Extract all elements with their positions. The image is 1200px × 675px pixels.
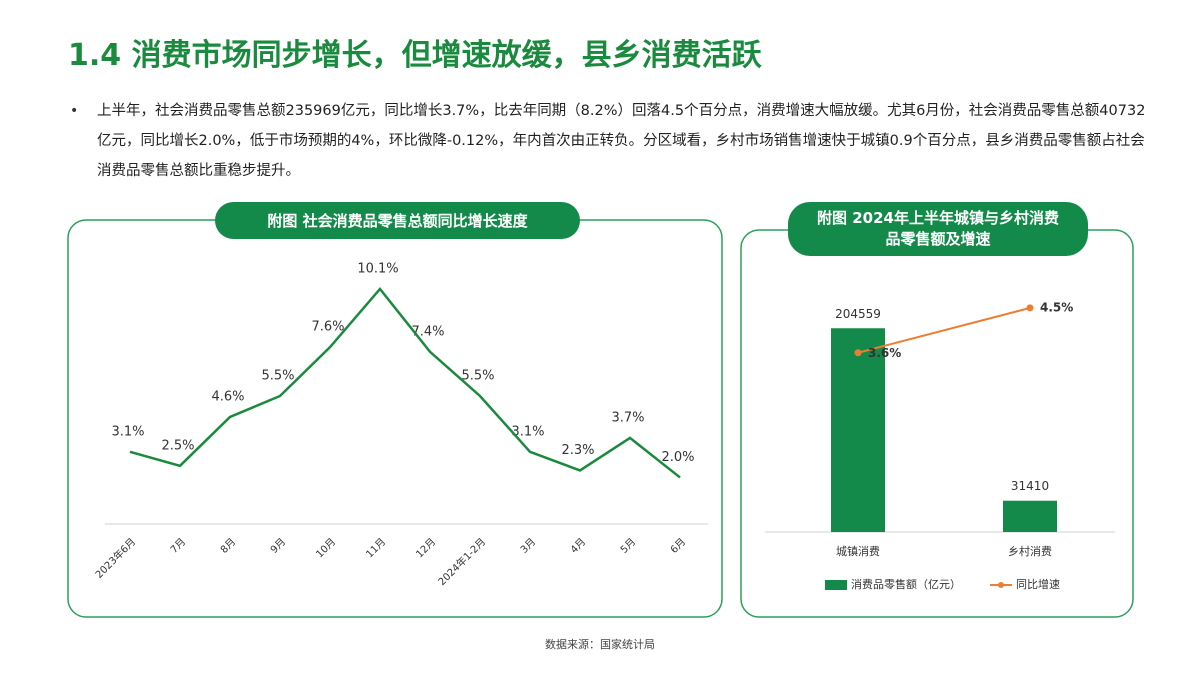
data-label: 4.6% (211, 389, 244, 404)
x-tick-label: 3月 (518, 536, 538, 556)
x-tick-label: 11月 (364, 536, 389, 561)
data-label: 2.0% (661, 450, 694, 465)
data-label: 5.5% (261, 369, 294, 384)
bullet-text: 上半年，社会消费品零售总额235969亿元，同比增长3.7%，比去年同期（8.2… (97, 103, 1146, 179)
panel (740, 229, 1134, 618)
source: 数据来源：国家统计局 (545, 638, 655, 651)
x-tick-label: 9月 (268, 536, 288, 556)
x-tick-label: 4月 (568, 536, 588, 556)
data-label: 10.1% (357, 261, 398, 276)
x-tick-label: 5月 (618, 536, 638, 556)
line (129, 286, 681, 479)
data-label: 7.4% (411, 324, 444, 339)
data-label: 2.5% (161, 438, 194, 453)
data-label: 2.3% (561, 443, 594, 458)
bar (1003, 500, 1057, 532)
x-tick-label: 2023年6月 (92, 535, 138, 581)
data-label: 4.5% (1040, 300, 1073, 314)
slide-title: 1.4 消费市场同步增长，但增速放缓，县乡消费活跃 (68, 38, 762, 73)
x-tick-label: 10月 (314, 536, 339, 561)
legend-label: 同比增速 (1016, 577, 1060, 591)
chart-title: 附图 2024年上半年城镇与乡村消费品零售额及增速 (788, 202, 1088, 256)
line (857, 306, 1031, 354)
x-tick-label: 6月 (668, 536, 688, 556)
line-marker (1026, 304, 1034, 312)
data-label: 3.1% (111, 424, 144, 439)
x-tick-label: 12月 (414, 536, 439, 561)
bullet-dot: • (70, 103, 79, 119)
x-tick-label: 2024年1-2月 (435, 535, 488, 588)
x-tick-label: 城镇消费 (836, 544, 880, 558)
data-label: 7.6% (311, 320, 344, 335)
bar (831, 328, 885, 532)
data-label: 3.7% (611, 410, 644, 425)
data-label: 3.6% (868, 346, 901, 360)
chart-title: 附图 社会消费品零售总额同比增长速度 (215, 202, 580, 239)
line-marker (854, 349, 862, 357)
legend-swatch (825, 580, 847, 590)
data-label: 31410 (1011, 479, 1049, 493)
data-label: 3.1% (511, 424, 544, 439)
legend-swatch (998, 582, 1004, 588)
x-tick-label: 7月 (168, 536, 188, 556)
x-tick-label: 8月 (218, 536, 238, 556)
legend-label: 消费品零售额（亿元） (851, 577, 961, 591)
data-label: 5.5% (461, 369, 494, 384)
data-label: 204559 (835, 307, 881, 321)
x-tick-label: 乡村消费 (1008, 544, 1052, 558)
